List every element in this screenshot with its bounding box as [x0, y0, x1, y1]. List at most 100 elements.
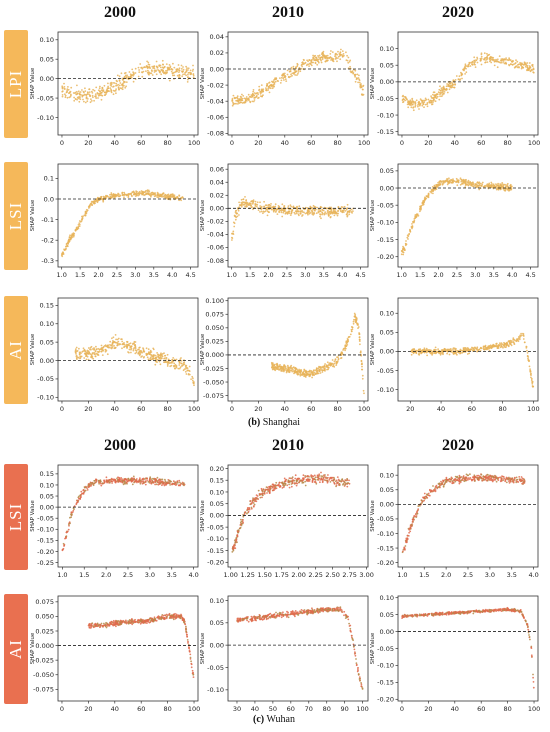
- scatter-point: [61, 86, 64, 89]
- x-tick-label: 40: [281, 139, 289, 147]
- scatter-point: [327, 474, 329, 476]
- scatter-point: [496, 187, 498, 190]
- scatter-point: [74, 229, 77, 232]
- scatter-point: [327, 480, 329, 483]
- scatter-point: [289, 204, 292, 207]
- scatter-point: [260, 205, 263, 208]
- scatter-point: [403, 98, 406, 101]
- scatter-point: [341, 209, 344, 212]
- scatter-point: [79, 98, 82, 101]
- scatter-points: [61, 475, 186, 552]
- scatter-point: [304, 212, 307, 215]
- scatter-point: [319, 213, 321, 216]
- scatter-point: [157, 193, 160, 195]
- scatter-point: [63, 86, 66, 88]
- scatter-point: [319, 215, 321, 218]
- scatter-point: [262, 488, 265, 491]
- scatter-point: [294, 474, 297, 477]
- scatter-point: [276, 208, 278, 211]
- scatter-point: [532, 67, 535, 70]
- scatter-point: [94, 350, 97, 352]
- scatter-point: [75, 228, 78, 231]
- scatter-point: [513, 63, 515, 65]
- scatter-point: [464, 67, 467, 69]
- scatter-point: [479, 57, 482, 60]
- scatter-point: [76, 92, 79, 95]
- scatter-point: [402, 253, 405, 256]
- x-tick-label: 20: [84, 405, 92, 413]
- scatter-point: [443, 347, 446, 350]
- scatter-point: [133, 347, 136, 349]
- scatter-point: [346, 213, 348, 215]
- scatter-point: [470, 184, 472, 187]
- scatter-point: [431, 186, 434, 188]
- scatter-point: [122, 84, 124, 86]
- scatter-point: [262, 94, 264, 96]
- scatter-point: [496, 347, 499, 349]
- scatter-point: [78, 220, 81, 222]
- scatter-point: [320, 471, 322, 474]
- scatter-point: [281, 487, 284, 489]
- scatter-point: [283, 79, 285, 81]
- scatter-point: [328, 57, 330, 60]
- scatter-point: [286, 69, 289, 72]
- scatter-point: [426, 105, 429, 108]
- scatter-point: [410, 353, 413, 356]
- y-axis-label: SHAP Value: [30, 500, 36, 532]
- scatter-point: [244, 100, 247, 103]
- scatter-point: [294, 74, 297, 76]
- scatter-point: [117, 340, 120, 343]
- scatter-point: [236, 215, 239, 218]
- scatter-point: [139, 482, 142, 485]
- scatter-point: [279, 77, 281, 79]
- scatter-point: [262, 210, 265, 213]
- scatter-point: [99, 348, 101, 351]
- scatter-point: [509, 59, 511, 61]
- scatter-point: [503, 189, 506, 192]
- scatter-point: [237, 100, 240, 103]
- scatter-point: [157, 481, 160, 484]
- scatter-point: [105, 476, 108, 479]
- scatter-point: [318, 54, 321, 57]
- scatter-point: [350, 326, 353, 328]
- scatter-point: [407, 106, 410, 109]
- scatter-point: [145, 70, 147, 72]
- scatter-point: [254, 204, 257, 206]
- scatter-point: [79, 96, 81, 99]
- scatter-point: [311, 479, 314, 482]
- scatter-point: [104, 94, 106, 96]
- scatter-point: [423, 99, 425, 102]
- scatter-point: [280, 76, 283, 79]
- scatter-point: [104, 344, 107, 347]
- scatter-point: [342, 211, 345, 214]
- scatter-point: [77, 223, 80, 226]
- scatter-point: [413, 219, 416, 222]
- scatter-point: [138, 193, 141, 195]
- scatter-point: [178, 71, 180, 73]
- scatter-point: [333, 482, 336, 485]
- scatter-point: [261, 490, 264, 493]
- scatter-point: [285, 370, 288, 373]
- scatter-point: [180, 67, 183, 70]
- scatter-point: [150, 195, 152, 198]
- scatter-point: [412, 106, 415, 109]
- scatter-point: [112, 86, 114, 88]
- scatter-point: [109, 87, 112, 89]
- scatter-point: [357, 324, 359, 326]
- scatter-point: [147, 189, 150, 192]
- scatter-point: [144, 478, 146, 480]
- scatter-point: [257, 97, 259, 99]
- scatter-point: [291, 477, 293, 480]
- scatter-point: [164, 354, 166, 357]
- scatter-point: [187, 69, 189, 71]
- row-label-lsi-shanghai: LSI: [4, 162, 28, 270]
- scatter-point: [457, 78, 460, 81]
- scatter-point: [266, 214, 269, 217]
- y-tick-label: -0.20: [37, 548, 54, 556]
- scatter-point: [85, 96, 88, 99]
- scatter-point: [126, 341, 129, 343]
- scatter-point: [137, 348, 139, 351]
- scatter-point: [343, 347, 346, 350]
- scatter-point: [249, 100, 252, 103]
- y-tick-label: -0.2: [41, 237, 54, 245]
